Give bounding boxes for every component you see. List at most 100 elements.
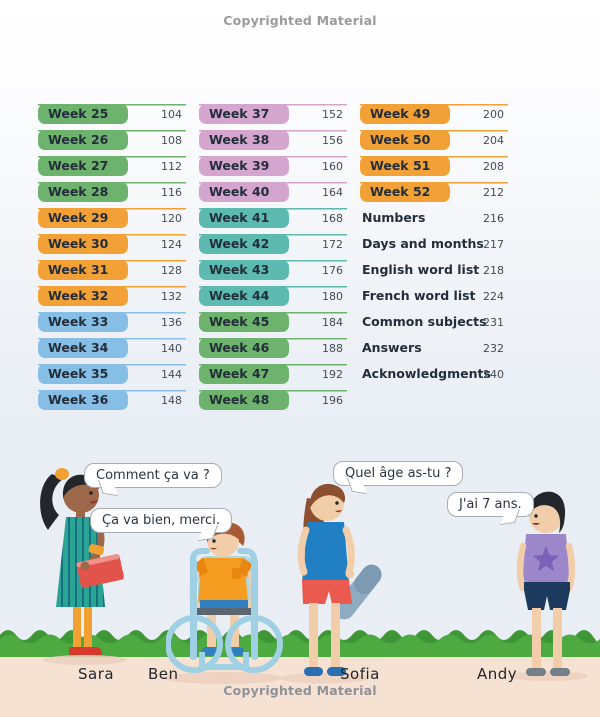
toc-entry-label: Week 32 [38,286,128,306]
toc-page-number: 164 [322,186,343,199]
toc-page-number: 144 [161,368,182,381]
toc-week-row: Week 44 180 [199,286,347,306]
toc-page-number: 231 [483,316,504,329]
wheelchair-wheel [225,615,283,673]
toc-page-number: 188 [322,342,343,355]
toc-page-number: 152 [322,108,343,121]
toc-entry-label: Week 37 [199,104,289,124]
andy-eye [534,514,538,518]
toc-entry-label: Week 25 [38,104,128,124]
ben-leg [207,614,216,650]
sara-cuff [88,544,105,556]
toc-page-number: 168 [322,212,343,225]
andy-shorts [524,582,570,610]
toc-page-number: 156 [322,134,343,147]
speech-bubble-sofia: Quel âge as-tu ? [333,461,464,494]
sara-eye [89,491,93,495]
toc-week-row: Week 39 160 [199,156,347,176]
character-name-sofia: Sofia [340,665,380,683]
toc-week-row: Week 27 112 [38,156,186,176]
sara-leg [84,607,92,647]
sofia-shorts [302,580,352,604]
sofia-eye [335,501,339,505]
toc-page-number: 196 [322,394,343,407]
toc-column-2: Week 37 152 Week 38 156 Week 39 160 Week 40 164… [199,104,347,416]
toc-week-row: Week 28 116 [38,182,186,202]
toc-entry-label: Week 52 [360,182,450,202]
toc-week-row: Week 51 208 [360,156,508,176]
character-name-sara: Sara [78,665,115,683]
wheelchair-frame [190,558,197,660]
toc-week-row: Week 47 192 [199,364,347,384]
sofia-shoe [327,667,346,676]
ben-eye [212,539,216,543]
toc-week-row: Week 32 132 [38,286,186,306]
shadow-sofia [280,672,368,684]
toc-page-number: 184 [322,316,343,329]
character-sofia [297,483,382,676]
toc-page-number: 176 [322,264,343,277]
toc-text-row: Acknowledgments 240 [360,364,508,384]
toc-entry-label: English word list [362,262,480,277]
toc-text-row: French word list 224 [360,286,508,306]
copyright-notice-top: Copyrighted Material [223,13,377,28]
toc-week-row: Week 31 128 [38,260,186,280]
toc-entry-label: Week 51 [360,156,450,176]
andy-leg [553,608,562,670]
toc-entry-label: Week 38 [199,130,289,150]
toc-entry-label: Numbers [362,210,426,225]
toc-page-number: 136 [161,316,182,329]
andy-shoe [526,668,546,676]
speech-bubble-andy: J'ai 7 ans. [447,492,534,525]
toc-page-number: 112 [161,160,182,173]
toc-entry-label: Week 33 [38,312,128,332]
sofia-shirt [302,522,349,582]
speech-text: Ça va bien, merci. [102,513,220,528]
toc-text-row: English word list 218 [360,260,508,280]
sofia-mouth [335,510,342,513]
toc-entry-label: Week 43 [199,260,289,280]
toc-entry-label: Week 50 [360,130,450,150]
toc-page-number: 140 [161,342,182,355]
sofia-shoe [304,667,323,676]
character-name-andy: Andy [477,665,518,683]
toc-page-number: 104 [161,108,182,121]
toc-week-row: Week 26 108 [38,130,186,150]
speech-text: J'ai 7 ans. [459,497,522,512]
toc-entry-label: French word list [362,288,476,303]
andy-star [532,546,560,572]
toc-week-row: Week 29 120 [38,208,186,228]
toc-week-row: Week 42 172 [199,234,347,254]
toc-entry-label: Week 46 [199,338,289,358]
toc-entry-label: Week 28 [38,182,128,202]
toc-week-row: Week 36 148 [38,390,186,410]
grass-front [0,634,600,657]
toc-page-number: 108 [161,134,182,147]
toc-text-row: Common subjects 231 [360,312,508,332]
wheelchair-seat [196,608,252,615]
toc-week-row: Week 45 184 [199,312,347,332]
toc-entry-label: Week 27 [38,156,128,176]
toc-entry-label: Week 29 [38,208,128,228]
toc-text-row: Answers 232 [360,338,508,358]
ben-mouth [210,548,217,550]
sara-ponytail [40,474,63,530]
toc-page-number: 160 [322,160,343,173]
speech-bubble-ben: Ça va bien, merci. [90,508,232,541]
toc-entry-label: Week 47 [199,364,289,384]
character-sara [40,468,124,655]
ben-shirt [198,558,248,602]
speech-text: Comment ça va ? [96,468,210,483]
andy-arm [516,542,527,592]
toc-page-number: 240 [483,368,504,381]
wheelchair-wheel [166,615,223,673]
copyright-notice-bottom: Copyrighted Material [223,683,377,698]
sofia-leg [309,603,318,669]
speech-text: Quel âge as-tu ? [345,466,452,481]
toc-entry-label: Week 39 [199,156,289,176]
sara-neck [76,510,85,519]
toc-page-number: 192 [322,368,343,381]
sofia-leg [331,603,340,669]
toc-week-row: Week 41 168 [199,208,347,228]
toc-week-row: Week 34 140 [38,338,186,358]
